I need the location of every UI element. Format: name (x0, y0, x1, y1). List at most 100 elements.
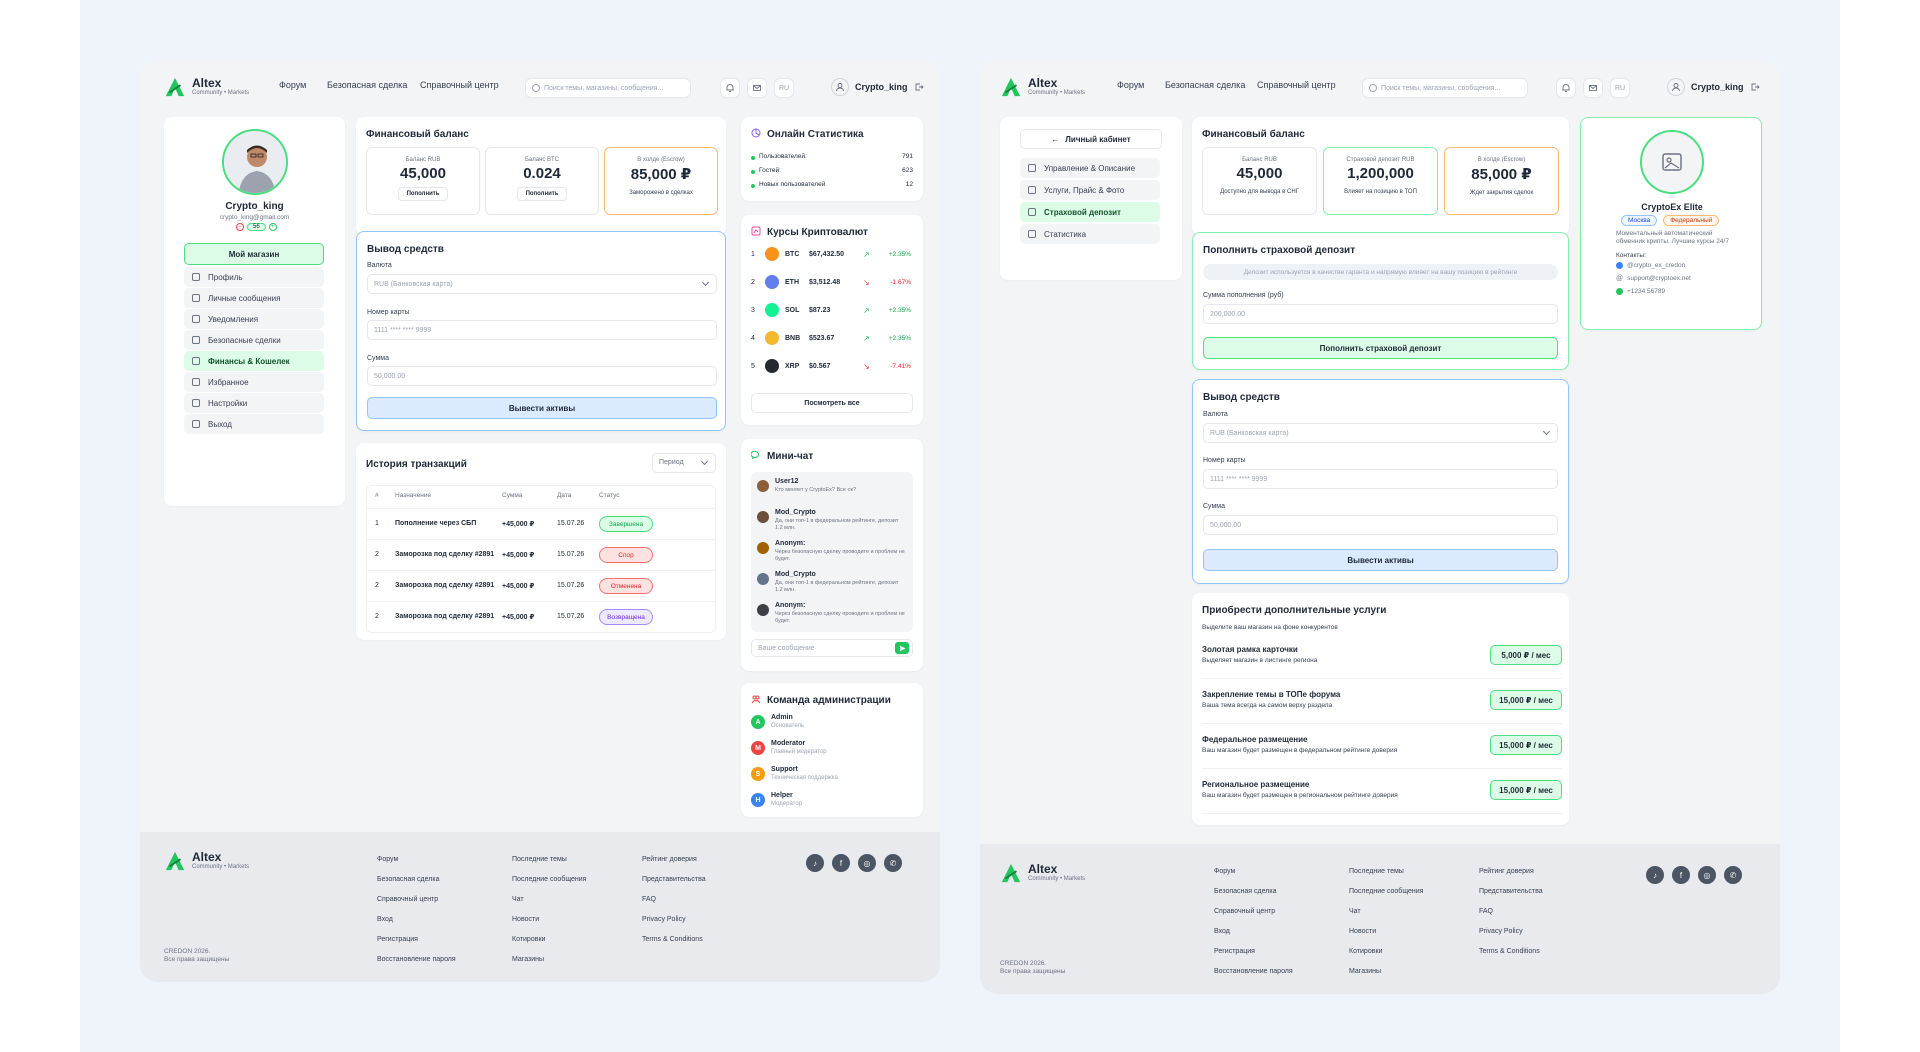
logout-icon[interactable] (1750, 82, 1760, 92)
back-to-cabinet-button[interactable]: ← Личный кабинет (1020, 129, 1162, 149)
language-button[interactable]: RU (1610, 78, 1630, 98)
admin-row[interactable]: S Support Техническая поддержка (751, 765, 911, 789)
site-logo[interactable]: Altex Community • Markets (1000, 76, 1085, 98)
nav-safe-deal[interactable]: Безопасная сделка (1165, 80, 1246, 90)
whatsapp-icon[interactable]: ✆ (1724, 866, 1742, 884)
footer-link[interactable]: Новости (1349, 928, 1377, 935)
language-button[interactable]: RU (774, 78, 794, 98)
footer-link[interactable]: Регистрация (377, 936, 418, 943)
site-logo[interactable]: Altex Community • Markets (164, 76, 249, 98)
footer-link[interactable]: Справочный центр (1214, 908, 1276, 915)
sum-input[interactable]: 50,000.00 (1203, 515, 1558, 535)
footer-link[interactable]: FAQ (642, 896, 657, 903)
search-input[interactable]: Поиск темы, магазины, сообщения... (525, 78, 691, 98)
view-all-button[interactable]: Посмотреть все (751, 393, 913, 413)
table-row[interactable]: 2 Заморозка под сделку #2891 +45,000 ₽ 15.0… (367, 539, 715, 570)
sidebar-item[interactable]: Личные сообщения (184, 288, 324, 308)
sidebar-item[interactable]: Настройки (184, 393, 324, 413)
plus-icon[interactable]: + (268, 223, 277, 231)
footer-link[interactable]: Магазины (512, 956, 545, 963)
footer-link[interactable]: Форум (377, 856, 399, 863)
cabinet-menu-item[interactable]: Услуги, Прайс & Фото (1020, 180, 1160, 200)
search-input[interactable]: Поиск темы, магазины, сообщения... (1362, 78, 1528, 98)
facebook-icon[interactable]: f (832, 854, 850, 872)
crypto-row[interactable]: 5 XRP $0.567 ↘ -7.41% (751, 359, 911, 379)
service-price-button[interactable]: 15,000 ₽ / мес (1490, 690, 1562, 710)
crypto-row[interactable]: 4 BNB $523.67 ↗ +2.35% (751, 331, 911, 351)
currency-select[interactable]: RUB (Банковская карта) (367, 274, 717, 294)
tiktok-icon[interactable]: ♪ (1646, 866, 1664, 884)
send-icon[interactable] (895, 642, 909, 654)
instagram-icon[interactable]: ◎ (1698, 866, 1716, 884)
table-row[interactable]: 2 Заморозка под сделку #2891 +45,000 ₽ 15.0… (367, 570, 715, 601)
footer-link[interactable]: Terms & Conditions (642, 936, 703, 943)
footer-link[interactable]: Безопасная сделка (1214, 888, 1277, 895)
cabinet-menu-item[interactable]: Статистика (1020, 224, 1160, 244)
nav-safe-deal[interactable]: Безопасная сделка (327, 80, 408, 90)
admin-row[interactable]: M Moderator Главный модератор (751, 739, 911, 763)
facebook-icon[interactable]: f (1672, 866, 1690, 884)
crypto-row[interactable]: 1 BTC $67,432.50 ↗ +2.35% (751, 247, 911, 267)
footer-link[interactable]: Восстановление пароля (1214, 968, 1293, 975)
sidebar-item[interactable]: Финансы & Кошелек (184, 351, 324, 371)
cabinet-menu-item[interactable]: Страховой депозит (1020, 202, 1160, 222)
contact-phone[interactable]: +1234 56789 (1616, 288, 1665, 295)
nav-forum[interactable]: Форум (279, 80, 307, 90)
table-row[interactable]: 1 Пополнение через СБП +45,000 ₽ 15.07.26 За… (367, 508, 715, 539)
sidebar-item[interactable]: Уведомления (184, 309, 324, 329)
deposit-button[interactable]: Пополнить страховой депозит (1203, 337, 1558, 359)
service-price-button[interactable]: 15,000 ₽ / мес (1490, 780, 1562, 800)
whatsapp-icon[interactable]: ✆ (884, 854, 902, 872)
footer-logo[interactable]: Altex Community • Markets (164, 850, 249, 872)
footer-link[interactable]: Вход (377, 916, 393, 923)
footer-link[interactable]: Форум (1214, 868, 1236, 875)
currency-select[interactable]: RUB (Банковская карта) (1203, 423, 1558, 443)
admin-row[interactable]: H Helper Модератор (751, 791, 911, 815)
notifications-button[interactable] (720, 78, 740, 98)
footer-link[interactable]: Справочный центр (377, 896, 439, 903)
footer-link[interactable]: FAQ (1479, 908, 1494, 915)
nav-help-center[interactable]: Справочный центр (1257, 80, 1336, 90)
crypto-row[interactable]: 3 SOL $87.23 ↗ +2.35% (751, 303, 911, 323)
instagram-icon[interactable]: ◎ (858, 854, 876, 872)
sidebar-item[interactable]: Избранное (184, 372, 324, 392)
footer-link[interactable]: Чат (512, 896, 524, 903)
rub-topup-button[interactable]: Пополнить (397, 187, 449, 201)
withdraw-button[interactable]: Вывести активы (1203, 549, 1558, 571)
withdraw-button[interactable]: Вывести активы (367, 397, 717, 419)
card-number-input[interactable]: 1111 **** **** 9999 (367, 320, 717, 340)
crypto-row[interactable]: 2 ETH $3,512.48 ↘ -1.67% (751, 275, 911, 295)
footer-link[interactable]: Представительства (642, 876, 706, 883)
footer-link[interactable]: Представительства (1479, 888, 1543, 895)
nav-forum[interactable]: Форум (1117, 80, 1145, 90)
contact-email[interactable]: @ support@cryptoex.net (1616, 275, 1691, 282)
sidebar-item[interactable]: Безопасные сделки (184, 330, 324, 350)
logout-icon[interactable] (914, 82, 924, 92)
footer-link[interactable]: Новости (512, 916, 540, 923)
shop-logo-placeholder[interactable] (1640, 130, 1704, 194)
card-number-input[interactable]: 1111 **** **** 9999 (1203, 469, 1558, 489)
tiktok-icon[interactable]: ♪ (806, 854, 824, 872)
service-price-button[interactable]: 15,000 ₽ / мес (1490, 735, 1562, 755)
messages-button[interactable] (747, 78, 767, 98)
footer-link[interactable]: Котировки (1349, 948, 1383, 955)
footer-link[interactable]: Безопасная сделка (377, 876, 440, 883)
footer-logo[interactable]: Altex Community • Markets (1000, 862, 1085, 884)
footer-link[interactable]: Privacy Policy (642, 916, 686, 923)
footer-link[interactable]: Последние сообщения (1349, 888, 1424, 895)
sum-input[interactable]: 50,000.00 (367, 366, 717, 386)
sidebar-item[interactable]: Выход (184, 414, 324, 434)
service-price-button[interactable]: 5,000 ₽ / мес (1490, 645, 1562, 665)
chat-message-input[interactable]: Ваше сообщение (751, 639, 913, 657)
user-menu[interactable]: Crypto_king (1667, 78, 1760, 96)
footer-link[interactable]: Terms & Conditions (1479, 948, 1540, 955)
nav-help-center[interactable]: Справочный центр (420, 80, 499, 90)
cabinet-menu-item[interactable]: Управление & Описание (1020, 158, 1160, 178)
footer-link[interactable]: Последние темы (512, 856, 567, 863)
footer-link[interactable]: Магазины (1349, 968, 1382, 975)
footer-link[interactable]: Чат (1349, 908, 1361, 915)
footer-link[interactable]: Рейтинг доверия (1479, 868, 1534, 875)
contact-telegram[interactable]: @crypto_ex_credon (1616, 262, 1685, 269)
deposit-sum-input[interactable]: 200,000.00 (1203, 304, 1558, 324)
my-shop-button[interactable]: Мой магазин (184, 243, 324, 265)
